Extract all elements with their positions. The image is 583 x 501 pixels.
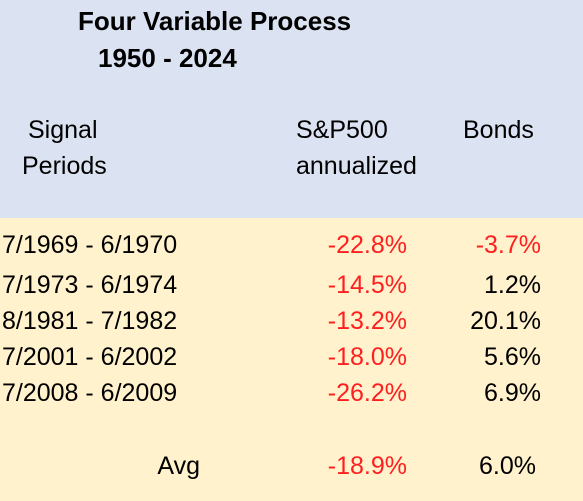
subtitle: 1950 - 2024 xyxy=(98,43,237,73)
average-bonds: 6.0% xyxy=(479,452,536,480)
sp500-cell: -26.2% xyxy=(327,379,407,407)
column-header: Bonds xyxy=(463,116,534,144)
period-cell: 7/1973 - 6/1974 xyxy=(2,271,178,299)
body-band xyxy=(0,218,583,501)
period-cell: 8/1981 - 7/1982 xyxy=(2,307,178,335)
period-cell: 7/1969 - 6/1970 xyxy=(2,231,178,259)
bonds-cell: 1.2% xyxy=(484,271,541,299)
title: Four Variable Process xyxy=(78,6,352,36)
period-cell: 7/2001 - 6/2002 xyxy=(2,343,178,371)
sp500-cell: -18.0% xyxy=(327,343,407,371)
column-header: annualized xyxy=(296,152,417,180)
sp500-cell: -22.8% xyxy=(327,231,407,259)
header-band xyxy=(0,0,583,218)
average-label: Avg xyxy=(157,452,200,480)
average-sp500: -18.9% xyxy=(327,452,407,480)
column-header: Signal xyxy=(28,116,98,144)
column-header: S&P500 xyxy=(296,116,388,144)
bonds-cell: 20.1% xyxy=(470,307,541,335)
bonds-cell: 6.9% xyxy=(484,379,541,407)
bonds-cell: -3.7% xyxy=(475,231,541,259)
period-cell: 7/2008 - 6/2009 xyxy=(2,379,178,407)
sp500-cell: -13.2% xyxy=(327,307,407,335)
sp500-cell: -14.5% xyxy=(327,271,407,299)
column-header: Periods xyxy=(22,152,107,180)
bonds-cell: 5.6% xyxy=(484,343,541,371)
